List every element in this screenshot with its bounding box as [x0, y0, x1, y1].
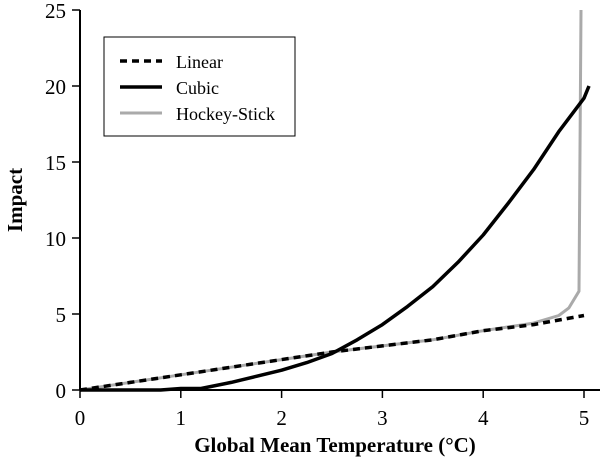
x-ticks: 0 1 2 3 4 5 [75, 390, 590, 430]
x-tick-label: 1 [176, 406, 187, 430]
y-tick-label: 25 [45, 0, 66, 23]
series-line-linear [79, 313, 585, 392]
x-tick-label: 2 [276, 406, 287, 430]
legend-label: Linear [176, 52, 223, 72]
y-tick-label: 0 [56, 379, 67, 403]
x-tick-label: 4 [478, 406, 489, 430]
y-tick-label: 5 [56, 303, 67, 327]
x-tick-label: 0 [75, 406, 86, 430]
y-axis-label: Impact [3, 168, 27, 232]
legend-label: Cubic [176, 78, 219, 98]
y-tick-label: 10 [45, 227, 66, 251]
x-axis-label: Global Mean Temperature (°C) [194, 433, 476, 457]
plot-area [79, 9, 591, 392]
series-line-cubic [80, 85, 591, 392]
y-tick-label: 15 [45, 151, 66, 175]
legend: Linear Cubic Hockey-Stick [103, 36, 296, 137]
legend-label: Hockey-Stick [176, 104, 275, 124]
x-tick-label: 3 [377, 406, 388, 430]
x-tick-label: 5 [579, 406, 590, 430]
y-tick-label: 20 [45, 75, 66, 99]
y-ticks: 0 5 10 15 20 25 [45, 0, 80, 403]
